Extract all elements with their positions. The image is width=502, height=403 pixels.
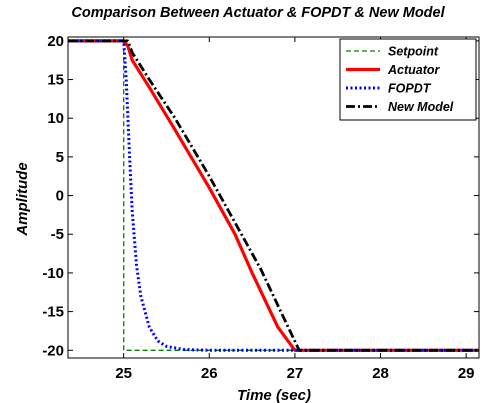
axis-ticks: 25 26 27 28 29 20 15 10 5 0 -5 -10 -15 -20: [42, 33, 479, 382]
x-tick-label: 25: [115, 365, 132, 382]
series-line-actuator: [68, 39, 479, 352]
x-tick-label: 29: [458, 365, 475, 382]
x-tick-label: 27: [287, 365, 304, 382]
legend-label: FOPDT: [388, 82, 432, 96]
y-tick-label: -15: [42, 304, 64, 321]
x-tick-label: 28: [372, 365, 389, 382]
y-tick-label: -5: [51, 226, 64, 243]
series-line-new-model: [68, 39, 479, 352]
y-tick-label: -20: [42, 342, 64, 359]
y-tick-label: 5: [56, 149, 64, 166]
y-tick-label: 10: [47, 110, 64, 127]
legend: Setpoint Actuator FOPDT New Model: [339, 38, 477, 121]
plot-frame: [67, 36, 480, 359]
chart-title: Comparison Between Actuator & FOPDT & Ne…: [71, 5, 445, 21]
series-line-fopdt: [68, 39, 479, 352]
y-tick-label: 20: [47, 33, 64, 50]
series-layer: [68, 39, 479, 352]
legend-label: Setpoint: [388, 45, 439, 59]
legend-label: New Model: [388, 100, 454, 114]
y-tick-label: 0: [56, 188, 64, 205]
y-tick-label: -10: [42, 265, 64, 282]
legend-box: [339, 38, 477, 121]
x-tick-label: 26: [201, 365, 218, 382]
legend-label: Actuator: [387, 63, 441, 77]
y-tick-label: 15: [47, 72, 64, 89]
x-axis-label: Time (sec): [237, 387, 311, 403]
y-axis-label: Amplitude: [14, 162, 31, 236]
